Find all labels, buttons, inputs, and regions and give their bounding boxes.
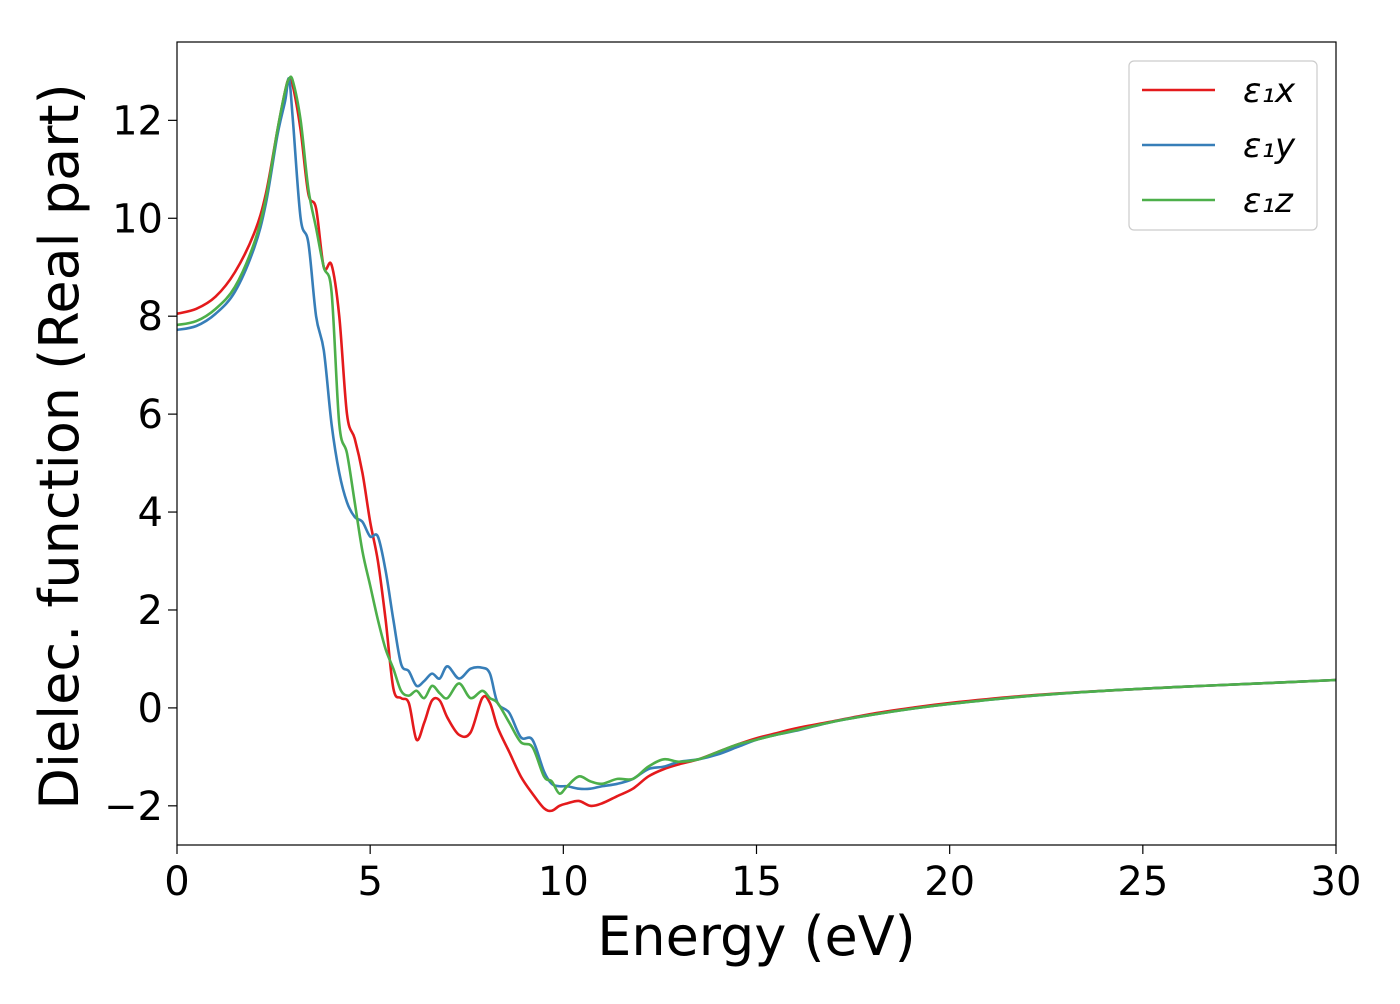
x-tick-label: 0 bbox=[164, 859, 189, 905]
legend-label: ε₁y bbox=[1243, 126, 1296, 166]
series-layer bbox=[177, 75, 1336, 813]
y-tick-label: −2 bbox=[104, 784, 163, 830]
x-axis: 0 5 10 15 20 25 30 bbox=[164, 845, 1361, 905]
x-tick-label: 10 bbox=[538, 859, 589, 905]
x-tick-label: 30 bbox=[1311, 859, 1362, 905]
y-tick-label: 2 bbox=[138, 588, 163, 634]
y-axis: −2 0 2 4 6 8 10 12 bbox=[104, 98, 177, 830]
legend-label: ε₁x bbox=[1243, 71, 1296, 111]
y-tick-label: 0 bbox=[138, 686, 163, 732]
x-axis-title: Energy (eV) bbox=[597, 905, 916, 968]
y-tick-label: 4 bbox=[138, 490, 163, 536]
legend: ε₁x ε₁y ε₁z bbox=[1128, 60, 1318, 231]
y-tick-label: 6 bbox=[138, 392, 163, 438]
x-tick-label: 15 bbox=[731, 859, 782, 905]
legend-label: ε₁z bbox=[1243, 181, 1294, 221]
x-tick-label: 5 bbox=[357, 859, 382, 905]
y-tick-label: 10 bbox=[112, 196, 163, 242]
x-tick-label: 25 bbox=[1117, 859, 1168, 905]
y-tick-label: 12 bbox=[112, 98, 163, 144]
legend-box bbox=[1128, 60, 1318, 231]
series-line-3 bbox=[177, 75, 1336, 795]
y-tick-label: 8 bbox=[138, 294, 163, 340]
y-axis-title: Dielec. function (Real part) bbox=[28, 83, 91, 809]
x-tick-label: 20 bbox=[924, 859, 975, 905]
